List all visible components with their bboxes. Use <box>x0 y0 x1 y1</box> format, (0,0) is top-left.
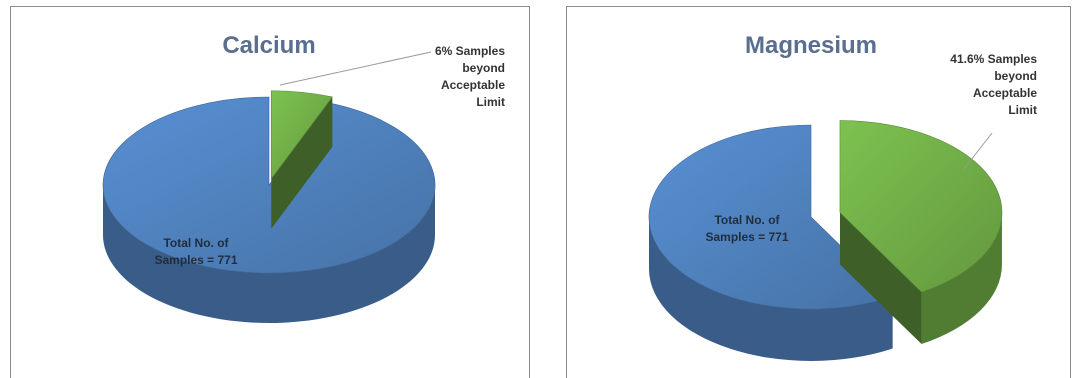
calcium-chart-panel: Calcium Total No. of Samples = 771 6% Sampl… <box>10 6 530 378</box>
pie-slice-beyond-limit <box>270 90 333 229</box>
chart-title: Calcium <box>222 32 315 59</box>
pie-slice-beyond-limit <box>839 120 1003 345</box>
leader-line <box>279 51 432 86</box>
calcium-pie-chart: Calcium Total No. of Samples = 771 6% Sampl… <box>102 32 505 323</box>
total-samples-label: Total No. of Samples = 771 <box>705 213 788 244</box>
magnesium-chart-panel: Magnesium Total No. of Samples = 771 41.6% … <box>566 6 1071 378</box>
magnesium-pie-chart: Magnesium Total No. of Samples = 771 41.6% … <box>648 32 1037 361</box>
chart-title: Magnesium <box>745 32 877 59</box>
beyond-limit-label: 41.6% Samples beyond Acceptable Limit <box>950 52 1037 117</box>
beyond-limit-label: 6% Samples beyond Acceptable Limit <box>435 44 505 109</box>
leader-line <box>963 132 993 170</box>
total-samples-label: Total No. of Samples = 771 <box>154 236 237 267</box>
pie-slice-total <box>648 124 894 361</box>
pie-slice-total <box>102 96 436 323</box>
